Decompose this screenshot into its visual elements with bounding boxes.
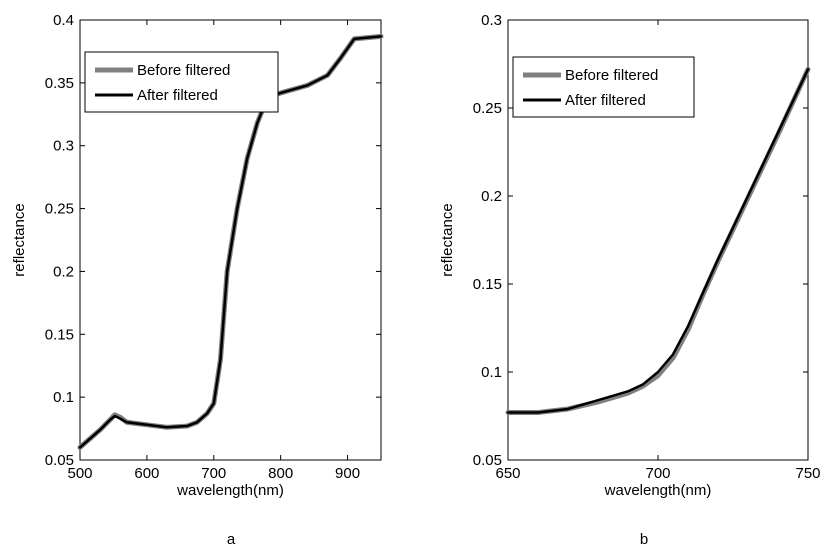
chart-panel-a: 500 600 700 800 900 0.05 0.1 0.15 0.2 0.25 0.3 0.35…: [11, 12, 384, 499]
panel-a-y-tick-label: 0.15: [45, 326, 74, 343]
panel-a-legend-label: Before filtered: [137, 62, 230, 79]
panel-label-b: b: [640, 531, 648, 548]
panel-a-y-tick-label: 0.2: [53, 263, 74, 280]
panel-b-x-tick-label: 700: [645, 465, 670, 482]
panel-a-x-tick-label: 800: [268, 465, 293, 482]
panel-label-a: a: [227, 531, 236, 548]
panel-b-y-tick-label: 0.25: [473, 100, 502, 117]
panel-a-x-tick-label: 900: [335, 465, 360, 482]
panel-a-y-tick-label: 0.3: [53, 138, 74, 155]
panel-a-x-tick-label: 500: [67, 465, 92, 482]
panel-b-x-axis-label: wavelength(nm): [604, 482, 712, 499]
panel-b-legend-label: Before filtered: [565, 67, 658, 84]
panel-a-legend-box: [84, 51, 279, 113]
panel-a-x-tick-label: 600: [134, 465, 159, 482]
chart-panel-b: 650 700 750 0.05 0.1 0.15 0.2 0.25 0.3 wavelength…: [439, 12, 821, 499]
panel-b-y-tick-label: 0.05: [473, 452, 502, 469]
panel-b-y-axis-label: reflectance: [439, 203, 456, 276]
panel-b-y-tick-label: 0.15: [473, 276, 502, 293]
panel-b-x-tick-label: 750: [795, 465, 820, 482]
panel-a-y-tick-label: 0.4: [53, 12, 74, 29]
panel-a-y-axis-label: reflectance: [11, 203, 28, 276]
panel-a-x-axis-label: wavelength(nm): [176, 482, 284, 499]
panel-b-legend-box: [512, 56, 695, 118]
panel-b-series-line-after-filtered: [506, 68, 810, 414]
panel-b-x-tick-label: 650: [495, 465, 520, 482]
panel-a-y-tick-label: 0.25: [45, 201, 74, 218]
panel-b-y-tick-label: 0.2: [481, 188, 502, 205]
panel-b-legend-label: After filtered: [565, 92, 646, 109]
panel-b-y-tick-label: 0.3: [481, 12, 502, 29]
panel-a-y-tick-label: 0.1: [53, 389, 74, 406]
panel-a-x-tick-label: 700: [201, 465, 226, 482]
panel-a-y-tick-label: 0.05: [45, 452, 74, 469]
panel-b-y-tick-label: 0.1: [481, 364, 502, 381]
panel-a-y-tick-label: 0.35: [45, 75, 74, 92]
panel-a-series-line-after-filtered: [78, 35, 383, 449]
panel-a-legend-label: After filtered: [137, 87, 218, 104]
